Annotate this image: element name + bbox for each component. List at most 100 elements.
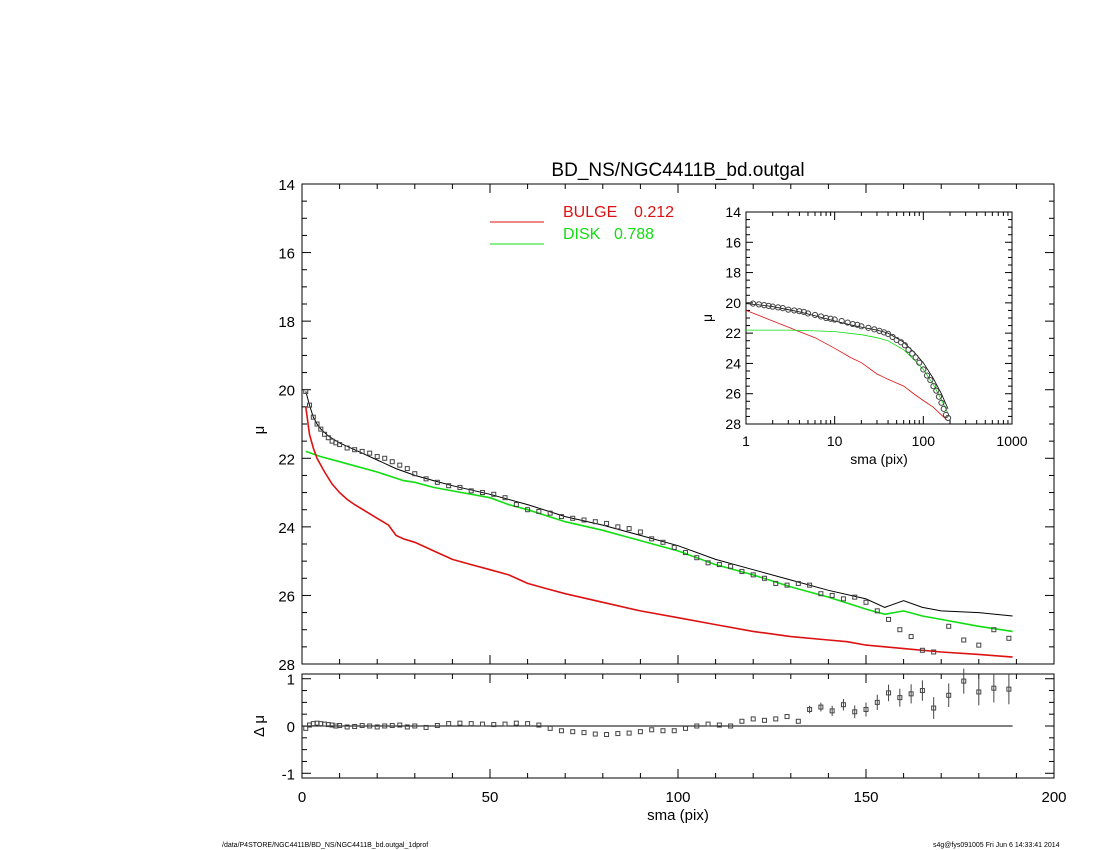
resid-point <box>852 709 858 715</box>
resid-point <box>818 704 824 710</box>
x-axis-label: sma (pix) <box>647 807 709 824</box>
data-point <box>829 592 835 598</box>
resid-point <box>716 722 722 728</box>
data-point <box>303 388 309 394</box>
resid-point <box>649 727 655 733</box>
inset-data-point <box>800 308 808 316</box>
data-point <box>728 563 734 569</box>
inset-data-point <box>920 366 927 373</box>
data-point <box>615 524 621 530</box>
data-point <box>307 402 313 408</box>
inset-data-point <box>811 311 819 319</box>
data-point <box>1006 635 1012 641</box>
resid-point <box>773 716 779 722</box>
resid-y-tick-label: 0 <box>287 719 295 736</box>
data-point <box>649 536 655 542</box>
resid-point <box>705 721 711 727</box>
inset-x-tick-label: 1 <box>742 433 750 449</box>
data-point <box>352 447 358 453</box>
data-point <box>660 539 666 545</box>
data-point <box>705 560 711 566</box>
data-point <box>919 647 925 653</box>
data-point <box>807 582 813 588</box>
data-point <box>337 442 343 448</box>
data-point <box>318 426 324 432</box>
data-point <box>976 642 982 648</box>
inset-data-point <box>940 405 947 412</box>
data-point <box>773 580 779 586</box>
resid-point <box>946 692 952 698</box>
data-point <box>513 502 519 508</box>
inset-data-point <box>897 339 905 346</box>
resid-point <box>683 725 689 731</box>
inset-data-point <box>804 310 812 317</box>
x-tick-label: 150 <box>853 789 878 806</box>
data-point <box>716 562 722 568</box>
resid-point <box>570 729 576 735</box>
resid-point <box>457 720 463 726</box>
resid-point <box>637 729 643 735</box>
data-point <box>468 488 474 494</box>
resid-point <box>991 685 997 691</box>
bulge-line <box>305 406 1013 658</box>
inset-background <box>746 212 1012 424</box>
inset-data-point <box>760 302 768 309</box>
inset-data-point <box>749 300 757 307</box>
data-point <box>852 594 858 600</box>
data-point <box>795 580 801 586</box>
data-point <box>502 495 508 501</box>
data-point <box>683 550 689 556</box>
data-point <box>570 515 576 521</box>
resid-point <box>374 724 380 730</box>
data-point <box>671 544 677 550</box>
resid-point <box>626 730 632 736</box>
resid-point <box>807 706 813 712</box>
data-point <box>946 623 952 629</box>
resid-point <box>367 723 373 729</box>
inset-data-point <box>779 305 786 312</box>
data-point <box>592 519 598 525</box>
data-point <box>457 484 463 490</box>
resid-point <box>502 721 508 727</box>
data-point <box>604 520 610 526</box>
x-tick-label: 50 <box>482 789 499 806</box>
data-point <box>322 431 328 437</box>
resid-point <box>536 722 542 728</box>
main-y-axis-label: μ <box>251 426 268 435</box>
inset-y-tick-label: 14 <box>725 204 741 220</box>
inset-x-tick-label: 10 <box>827 433 843 449</box>
data-point <box>784 582 790 588</box>
main-y-tick-label: 28 <box>278 657 295 674</box>
inset-data-point <box>923 372 931 379</box>
resid-point <box>344 724 350 730</box>
data-point <box>389 459 395 465</box>
data-point <box>525 507 531 513</box>
data-point <box>750 572 756 578</box>
data-point <box>374 454 380 460</box>
data-point <box>558 514 564 520</box>
resid-point <box>840 702 846 708</box>
resid-point <box>434 723 440 729</box>
main-panel: 14 16 18 20 22 24 26 28 μ BULGE 0.212 DISK 0.788 <box>251 177 1055 674</box>
inset-x-tick-label: 100 <box>912 433 936 449</box>
legend-label-bulge: BULGE <box>563 204 617 221</box>
resid-point <box>795 718 801 724</box>
data-point <box>491 491 497 497</box>
resid-point <box>468 721 474 727</box>
resid-y-axis-label: Δ μ <box>251 715 268 737</box>
inset-data-point <box>827 315 834 322</box>
data-point <box>344 445 350 451</box>
data-point <box>325 435 331 441</box>
resid-point <box>874 699 880 705</box>
data-point <box>874 608 880 614</box>
legend-value-bulge: 0.212 <box>634 204 674 221</box>
inset-data-point <box>865 324 872 331</box>
inset-y-tick-label: 28 <box>725 416 741 432</box>
resid-point <box>1006 686 1012 692</box>
resid-point <box>976 689 982 695</box>
main-y-tick-label: 14 <box>278 177 295 194</box>
inset-data-point <box>901 342 909 349</box>
resid-point <box>829 708 835 714</box>
inset-disk-line <box>746 329 949 414</box>
